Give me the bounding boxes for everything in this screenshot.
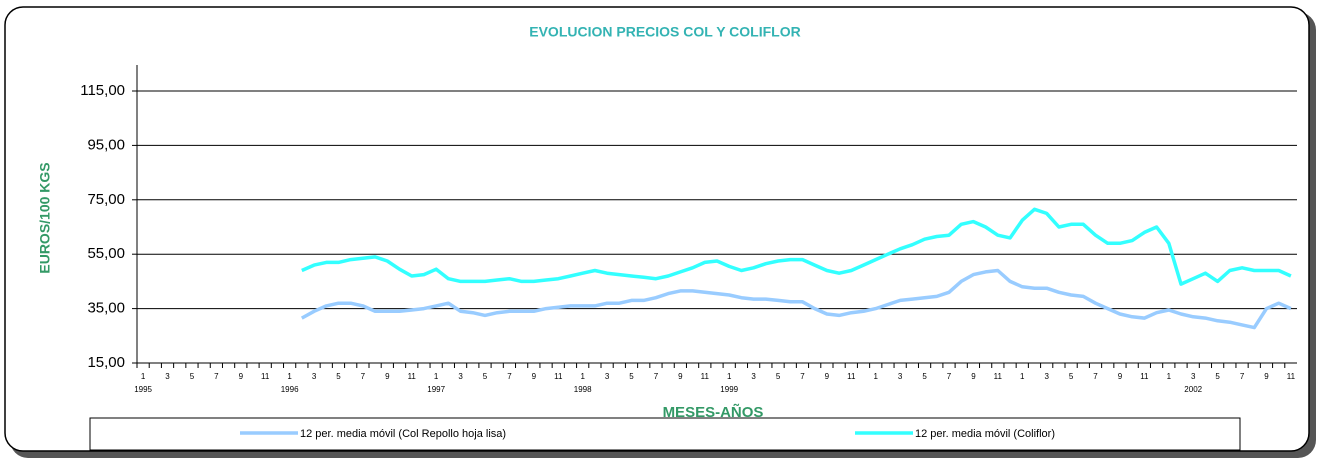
x-tick-label: 7 xyxy=(507,372,512,381)
x-tick-label: 9 xyxy=(825,372,830,381)
series-line xyxy=(301,207,1292,286)
x-tick-label: 5 xyxy=(1215,372,1220,381)
x-tick-label: 9 xyxy=(1118,372,1123,381)
year-label: 1996 xyxy=(281,385,299,394)
frame xyxy=(4,6,1310,452)
x-tick-label: 5 xyxy=(336,372,341,381)
year-label: 1997 xyxy=(427,385,445,394)
year-label: 1995 xyxy=(134,385,152,394)
y-tick-label: 55,00 xyxy=(87,245,125,262)
x-tick-label: 11 xyxy=(701,372,710,381)
y-tick-label: 75,00 xyxy=(87,191,125,208)
x-tick-label: 7 xyxy=(361,372,366,381)
x-tick-label: 3 xyxy=(1191,372,1196,381)
x-tick-label: 7 xyxy=(654,372,659,381)
x-tick-label: 5 xyxy=(922,372,927,381)
x-tick-label: 11 xyxy=(1287,372,1296,381)
x-tick-label: 1 xyxy=(580,372,585,381)
x-tick-label: 1 xyxy=(141,372,146,381)
year-label: 1998 xyxy=(574,385,592,394)
x-tick-label: 1 xyxy=(1020,372,1025,381)
y-tick-label: 15,00 xyxy=(87,354,125,371)
legend-label: 12 per. media móvil (Coliflor) xyxy=(915,428,1055,440)
x-tick-label: 3 xyxy=(1044,372,1049,381)
x-tick-label: 11 xyxy=(1140,372,1149,381)
x-tick-label: 3 xyxy=(458,372,463,381)
x-tick-label: 5 xyxy=(190,372,195,381)
x-tick-label: 1 xyxy=(287,372,292,381)
x-tick-label: 11 xyxy=(261,372,270,381)
x-tick-label: 9 xyxy=(971,372,976,381)
x-tick-label: 7 xyxy=(1240,372,1245,381)
x-tick-label: 3 xyxy=(165,372,170,381)
x-tick-label: 11 xyxy=(847,372,856,381)
x-tick-label: 11 xyxy=(994,372,1003,381)
y-tick-label: 115,00 xyxy=(80,82,125,99)
x-tick-label: 7 xyxy=(800,372,805,381)
x-tick-label: 5 xyxy=(483,372,488,381)
x-tick-label: 1 xyxy=(434,372,439,381)
y-axis-label: EUROS/100 KGS xyxy=(37,162,53,273)
x-tick-label: 9 xyxy=(1264,372,1269,381)
x-axis-label: MESES-AÑOS xyxy=(663,403,764,421)
chart-title: EVOLUCION PRECIOS COL Y COLIFLOR xyxy=(529,24,800,40)
x-tick-label: 1 xyxy=(1167,372,1172,381)
x-tick-label: 11 xyxy=(554,372,563,381)
series-line xyxy=(300,268,1292,330)
x-tick-label: 7 xyxy=(1093,372,1098,381)
x-tick-label: 7 xyxy=(947,372,952,381)
legend-items: 12 per. media móvil (Col Repollo hoja li… xyxy=(240,428,1055,440)
x-tick-label: 9 xyxy=(678,372,683,381)
legend-label: 12 per. media móvil (Col Repollo hoja li… xyxy=(300,428,506,440)
x-tick-label: 5 xyxy=(629,372,634,381)
x-tick-label: 3 xyxy=(605,372,610,381)
x-tick-label: 3 xyxy=(751,372,756,381)
legend xyxy=(89,417,1241,451)
x-tick-label: 9 xyxy=(239,372,244,381)
x-tick-label: 11 xyxy=(408,372,417,381)
x-tick-label: 5 xyxy=(1069,372,1074,381)
x-tick-label: 9 xyxy=(385,372,390,381)
x-tick-label: 1 xyxy=(727,372,732,381)
y-tick-label: 35,00 xyxy=(87,300,125,317)
y-tick-label: 95,00 xyxy=(87,136,125,153)
year-label: 2002 xyxy=(1184,385,1202,394)
x-tick-label: 5 xyxy=(776,372,781,381)
x-tick-label: 1 xyxy=(874,372,879,381)
x-tick-label: 3 xyxy=(312,372,317,381)
x-tick-label: 9 xyxy=(532,372,537,381)
year-label: 1999 xyxy=(720,385,738,394)
x-tick-label: 3 xyxy=(898,372,903,381)
x-tick-label: 7 xyxy=(214,372,219,381)
